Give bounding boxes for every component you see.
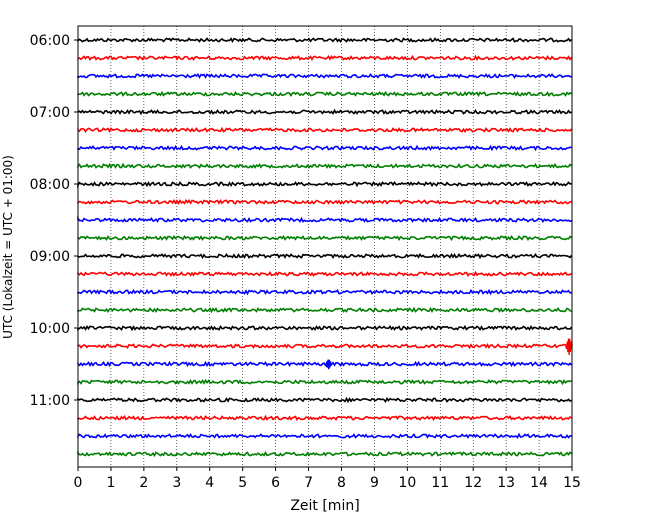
x-tick-label: 14 — [530, 475, 548, 491]
x-tick-label: 3 — [172, 475, 181, 491]
y-tick-label: 11:00 — [30, 393, 70, 409]
trace-5 — [77, 126, 573, 134]
trace-6 — [77, 144, 572, 152]
y-tick-label: 10:00 — [30, 321, 70, 337]
trace-23 — [77, 450, 573, 458]
trace-4 — [77, 108, 572, 116]
x-axis-ticks: 0 1 2 3 4 5 6 7 8 9 10 11 12 13 14 15 — [74, 467, 581, 491]
x-tick-label: 2 — [139, 475, 148, 491]
trace-12 — [77, 252, 573, 260]
x-tick-label: 8 — [337, 475, 346, 491]
trace-19 — [77, 378, 572, 386]
y-axis-label: UTC (Lokalzeit = UTC + 01:00) — [1, 155, 15, 339]
trace-22 — [77, 432, 572, 439]
y-tick-label: 08:00 — [30, 177, 70, 193]
x-tick-label: 4 — [205, 475, 214, 491]
trace-3 — [77, 90, 572, 98]
y-tick-label: 06:00 — [30, 33, 70, 49]
trace-group — [77, 37, 573, 458]
trace-16 — [77, 324, 573, 332]
x-tick-label: 15 — [563, 475, 581, 491]
y-tick-label: 09:00 — [30, 249, 70, 265]
x-tick-label: 12 — [464, 475, 482, 491]
x-axis-label: Zeit [min] — [290, 498, 359, 514]
x-tick-label: 7 — [304, 475, 313, 491]
trace-7 — [77, 162, 573, 170]
x-tick-label: 1 — [106, 475, 115, 491]
trace-11 — [77, 234, 573, 242]
x-tick-label: 6 — [271, 475, 280, 491]
trace-0 — [77, 37, 573, 44]
y-axis-ticks: 06:00 07:00 08:00 09:00 10:00 11:00 — [30, 33, 78, 409]
y-tick-label: 07:00 — [30, 105, 70, 121]
trace-20 — [77, 396, 572, 404]
trace-18 — [77, 360, 573, 368]
trace-8 — [77, 180, 572, 189]
trace-15 — [77, 306, 572, 314]
x-tick-label: 11 — [431, 475, 449, 491]
x-tick-label: 5 — [238, 475, 247, 491]
x-tick-label: 13 — [497, 475, 515, 491]
trace-14 — [77, 288, 572, 296]
x-tick-label: 10 — [398, 475, 416, 491]
x-tick-label: 9 — [370, 475, 379, 491]
trace-10 — [77, 215, 572, 224]
event-burst — [324, 359, 333, 370]
trace-13 — [77, 270, 572, 277]
event-burst — [565, 338, 573, 355]
trace-9 — [77, 198, 572, 206]
plot-frame — [77, 25, 573, 468]
trace-1 — [77, 54, 573, 62]
trace-17 — [77, 342, 573, 350]
trace-2 — [77, 73, 572, 80]
trace-21 — [77, 414, 572, 422]
x-tick-label: 0 — [74, 475, 83, 491]
